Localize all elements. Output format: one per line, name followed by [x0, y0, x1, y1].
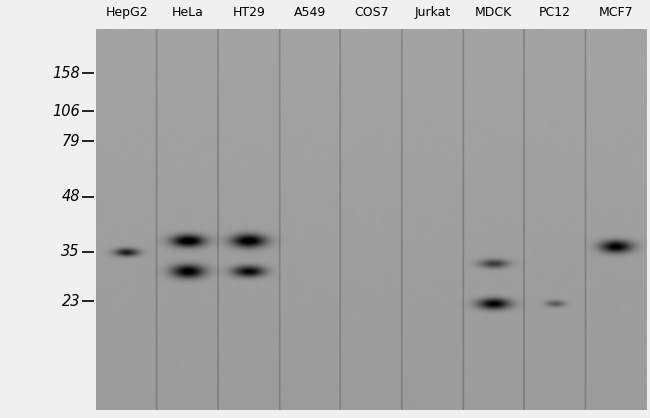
- Text: 23: 23: [62, 294, 80, 309]
- Text: COS7: COS7: [354, 6, 389, 19]
- Text: 48: 48: [62, 189, 80, 204]
- Text: A549: A549: [294, 6, 326, 19]
- Text: 158: 158: [52, 66, 80, 81]
- Text: Jurkat: Jurkat: [415, 6, 450, 19]
- Text: HT29: HT29: [233, 6, 266, 19]
- Text: 35: 35: [62, 244, 80, 259]
- Text: HeLa: HeLa: [172, 6, 204, 19]
- Text: 106: 106: [52, 104, 80, 119]
- Text: 79: 79: [62, 134, 80, 149]
- Text: HepG2: HepG2: [105, 6, 148, 19]
- Text: PC12: PC12: [539, 6, 571, 19]
- Text: MCF7: MCF7: [599, 6, 634, 19]
- Text: MDCK: MDCK: [475, 6, 512, 19]
